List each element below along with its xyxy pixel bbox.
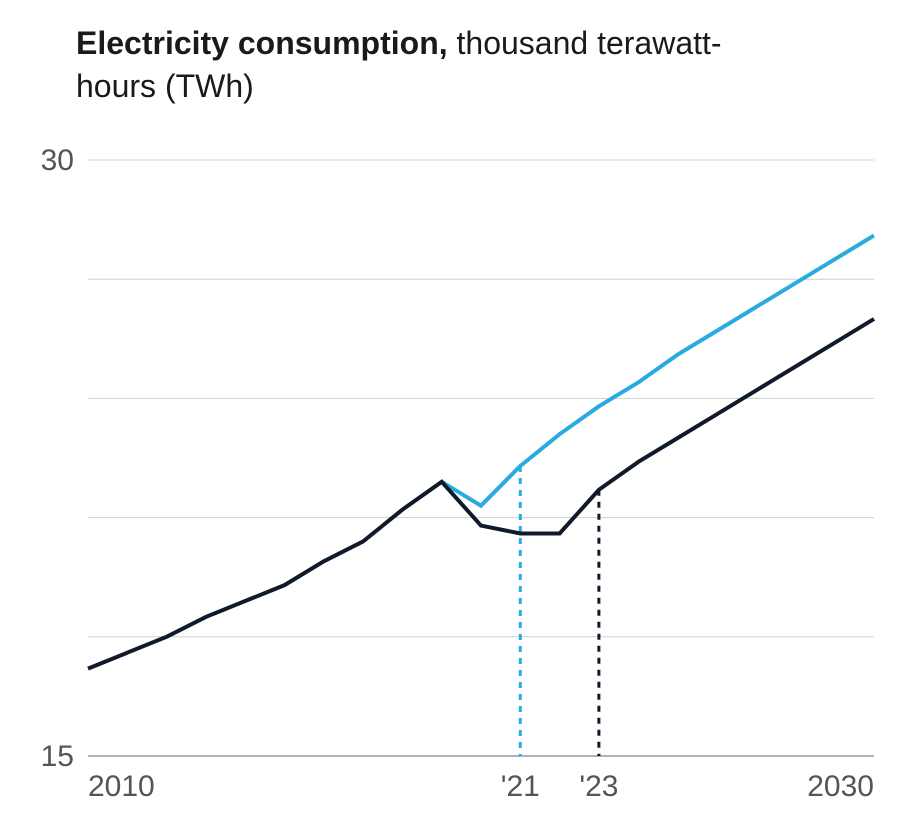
- x-tick-label: '21: [501, 770, 540, 803]
- chart-title-bold: Electricity consumption,: [76, 25, 448, 61]
- y-tick-label: 30: [41, 144, 74, 177]
- x-tick-label: 2030: [807, 770, 874, 803]
- chart-title: Electricity consumption, thousand terawa…: [76, 22, 796, 108]
- chart-root: Electricity consumption, thousand terawa…: [0, 0, 900, 836]
- chart-svg: 30 15 2010 '21 '23 2030: [0, 0, 900, 836]
- series-baseline-dark: [88, 319, 874, 669]
- x-tick-label: 2010: [88, 770, 155, 803]
- y-tick-label: 15: [41, 740, 74, 773]
- x-tick-label: '23: [579, 770, 618, 803]
- series-projection-blue: [442, 235, 874, 505]
